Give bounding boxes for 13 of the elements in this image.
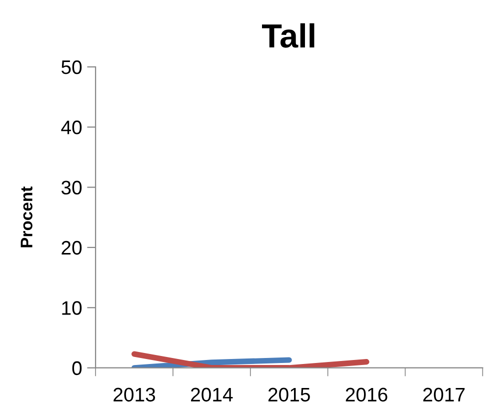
x-tick-label: 2013 — [114, 388, 156, 402]
y-tick-label: 20 — [62, 240, 82, 255]
y-tick-label: 30 — [61, 180, 82, 194]
x-tick-label: 2016 — [346, 388, 388, 402]
x-tick-label: 2014 — [191, 388, 233, 402]
x-tick-label: 2015 — [268, 388, 310, 402]
y-tick-label: 10 — [62, 301, 82, 315]
y-axis-title: Procent — [20, 186, 32, 248]
x-tick-label: 2017 — [423, 388, 465, 402]
y-tick-label: 50 — [62, 60, 82, 74]
y-tick-label: 0 — [72, 361, 82, 376]
y-tick-label: 40 — [61, 120, 82, 134]
chart-title: Tall — [262, 23, 314, 48]
